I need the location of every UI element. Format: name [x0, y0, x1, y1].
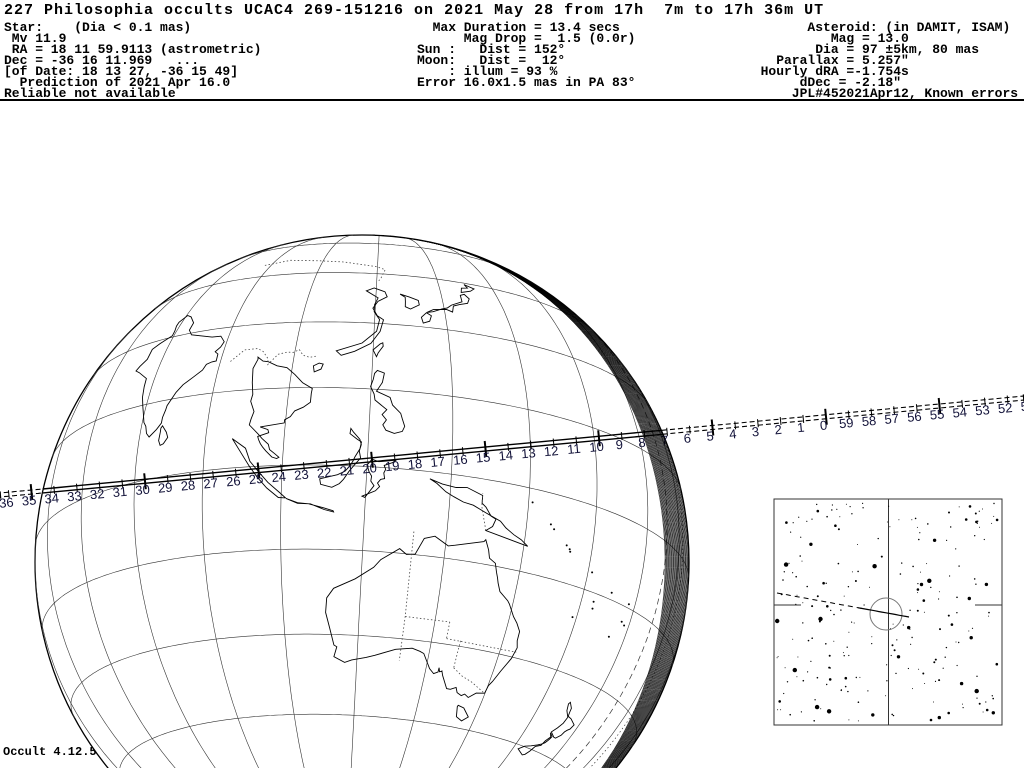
svg-text:58: 58: [861, 413, 877, 429]
svg-text:1: 1: [797, 420, 806, 436]
svg-text:16: 16: [452, 452, 468, 468]
svg-text:56: 56: [906, 409, 922, 425]
svg-text:15: 15: [475, 449, 491, 465]
svg-text:29: 29: [157, 479, 173, 495]
svg-text:33: 33: [67, 488, 83, 504]
svg-text:28: 28: [180, 477, 196, 493]
svg-text:53: 53: [975, 402, 991, 418]
svg-text:10: 10: [589, 439, 605, 455]
svg-text:9: 9: [615, 437, 624, 453]
svg-text:17: 17: [430, 454, 446, 470]
svg-text:59: 59: [838, 415, 854, 431]
svg-text:3: 3: [751, 424, 760, 440]
svg-text:52: 52: [997, 400, 1013, 416]
svg-text:4: 4: [728, 426, 737, 442]
svg-text:5: 5: [706, 428, 715, 444]
svg-text:27: 27: [203, 475, 219, 491]
svg-text:14: 14: [498, 447, 514, 463]
svg-text:19: 19: [384, 458, 400, 474]
svg-text:30: 30: [135, 482, 151, 498]
svg-text:57: 57: [884, 411, 900, 427]
svg-text:22: 22: [316, 464, 332, 480]
svg-text:35: 35: [21, 492, 37, 508]
svg-text:31: 31: [112, 484, 128, 500]
svg-text:24: 24: [271, 469, 287, 485]
svg-text:26: 26: [225, 473, 241, 489]
svg-text:55: 55: [929, 406, 945, 422]
svg-text:6: 6: [683, 430, 692, 446]
svg-text:54: 54: [952, 404, 968, 420]
svg-text:21: 21: [339, 462, 355, 478]
svg-text:0: 0: [819, 418, 828, 434]
svg-text:8: 8: [638, 435, 647, 451]
svg-text:13: 13: [521, 445, 537, 461]
svg-text:25: 25: [248, 471, 264, 487]
svg-text:20: 20: [362, 460, 378, 476]
svg-text:32: 32: [89, 486, 105, 502]
svg-text:2: 2: [774, 422, 783, 438]
svg-text:11: 11: [566, 441, 581, 457]
svg-text:12: 12: [543, 443, 559, 459]
svg-text:36: 36: [0, 495, 14, 511]
svg-text:23: 23: [294, 467, 310, 483]
svg-text:51: 51: [1020, 398, 1024, 414]
svg-text:34: 34: [44, 490, 60, 506]
svg-text:18: 18: [407, 456, 423, 472]
